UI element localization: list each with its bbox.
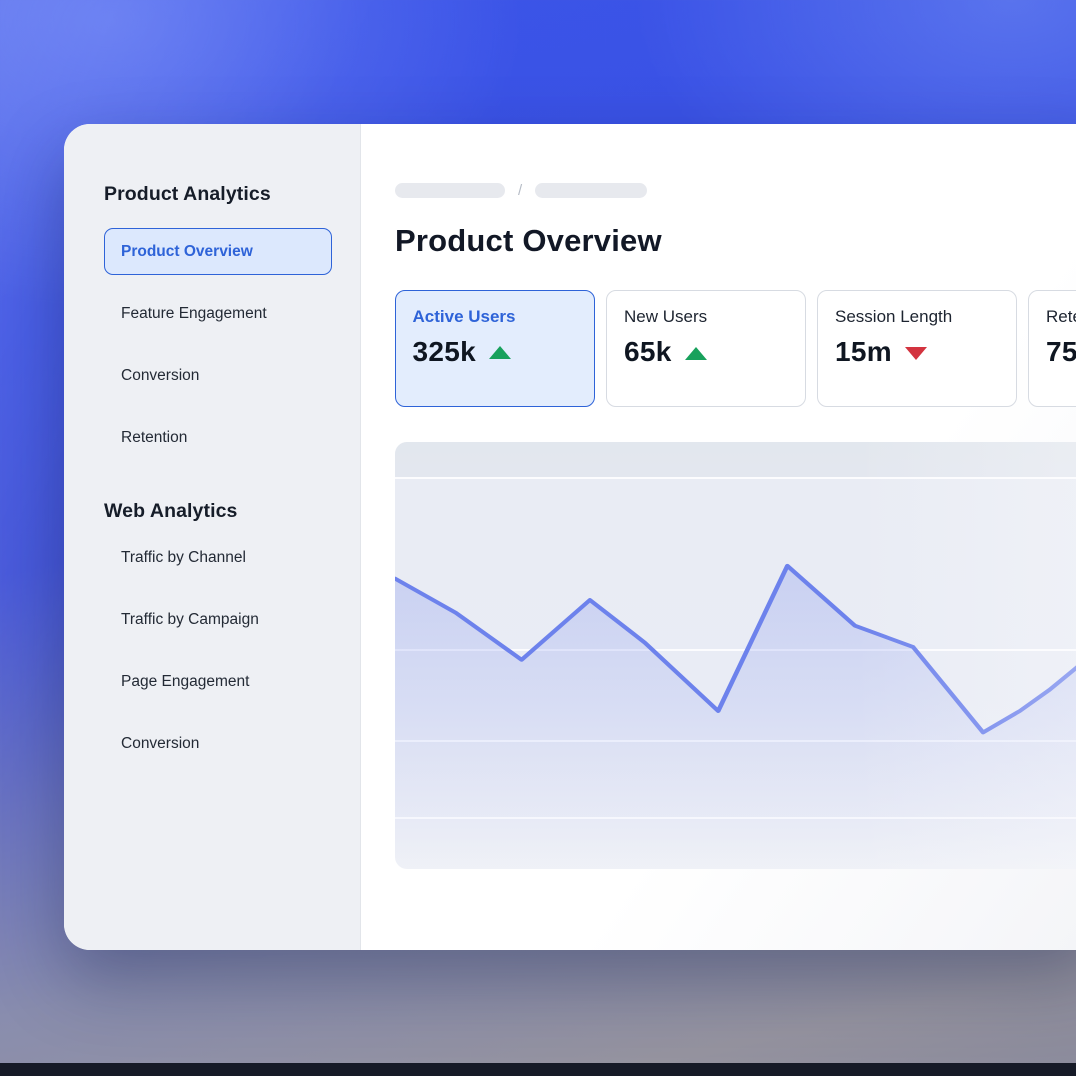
- metric-card-session-length[interactable]: Session Length 15m: [817, 290, 1017, 407]
- metric-card-value-row: 325k: [413, 336, 578, 368]
- trend-icon: [684, 346, 707, 360]
- page-title: Product Overview: [395, 223, 662, 258]
- sidebar-section-title: Product Analytics: [104, 183, 271, 205]
- sidebar: Product Analytics Product Overview Featu…: [64, 124, 361, 950]
- metric-card-value-row: 75%: [1046, 336, 1076, 368]
- main-content: / Product Overview Active Users 325k New…: [361, 124, 1076, 950]
- sidebar-item-product-overview[interactable]: Product Overview: [104, 228, 332, 275]
- metric-card-new-users[interactable]: New Users 65k: [606, 290, 806, 407]
- breadcrumb-placeholder-pill[interactable]: [395, 182, 505, 198]
- sidebar-item-retention[interactable]: Retention: [121, 428, 188, 446]
- active-users-trend-chart: [395, 442, 1076, 869]
- chart-top-band: [395, 442, 1076, 477]
- metric-card-label: Active Users: [412, 306, 516, 326]
- breadcrumb: /: [395, 182, 1076, 198]
- metric-card-value: 75%: [1046, 336, 1076, 367]
- breadcrumb-separator: /: [518, 181, 523, 199]
- sidebar-item-conversion[interactable]: Conversion: [121, 366, 200, 384]
- sidebar-item-traffic-by-channel[interactable]: Traffic by Channel: [121, 548, 246, 566]
- chart-line: [395, 563, 1076, 735]
- metric-card-value-row: 65k: [624, 336, 788, 368]
- metric-card-active-users[interactable]: Active Users 325k: [395, 290, 595, 407]
- metric-card-value: 15m: [835, 336, 892, 367]
- metric-card-retention[interactable]: Retention 75%: [1028, 290, 1076, 407]
- chart-gridline: [395, 477, 1076, 479]
- chart-svg: [395, 563, 1076, 869]
- app-window: Product Analytics Product Overview Featu…: [64, 124, 1076, 950]
- chart-gridline: [395, 649, 1076, 651]
- metric-card-label: New Users: [624, 307, 708, 326]
- metric-card-value: 325k: [412, 335, 476, 367]
- sidebar-section-web-analytics: Web Analytics Traffic by Channel Traffic…: [104, 499, 332, 767]
- chart-area: [395, 565, 1076, 869]
- metric-card-value-row: 15m: [835, 336, 999, 368]
- breadcrumb-placeholder-pill[interactable]: [535, 182, 648, 198]
- metric-card-label: Retention: [1046, 307, 1076, 326]
- sidebar-section-product-analytics: Product Analytics Product Overview Featu…: [104, 182, 332, 461]
- trend-icon: [904, 347, 927, 360]
- sidebar-item-traffic-by-campaign[interactable]: Traffic by Campaign: [121, 610, 259, 628]
- background-bottom-strip: [0, 1063, 1076, 1076]
- sidebar-item-conversion-web[interactable]: Conversion: [121, 734, 200, 752]
- sidebar-item-feature-engagement[interactable]: Feature Engagement: [121, 304, 267, 322]
- trend-icon: [489, 346, 511, 359]
- sidebar-item-page-engagement[interactable]: Page Engagement: [121, 672, 250, 690]
- sidebar-section-title: Web Analytics: [104, 500, 238, 522]
- metric-cards-row: Active Users 325k New Users 65k Session …: [395, 290, 1076, 407]
- metric-card-value: 65k: [624, 336, 672, 367]
- metric-card-label: Session Length: [835, 307, 953, 326]
